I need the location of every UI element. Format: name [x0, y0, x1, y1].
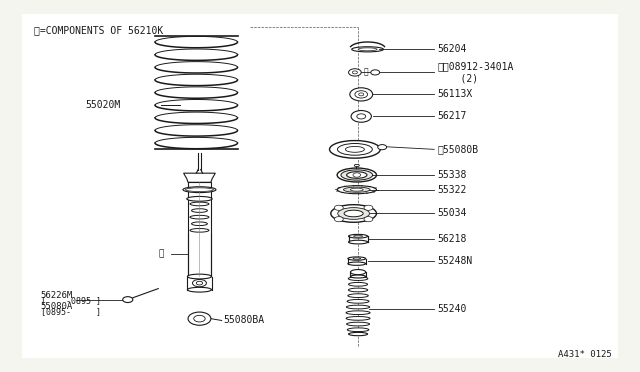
Ellipse shape: [348, 328, 369, 331]
Ellipse shape: [349, 282, 367, 286]
Circle shape: [371, 70, 380, 75]
Ellipse shape: [330, 141, 380, 158]
Text: 56204: 56204: [437, 44, 467, 54]
Text: ※: ※: [158, 249, 164, 258]
Ellipse shape: [348, 294, 368, 298]
Text: A431* 0125: A431* 0125: [558, 350, 612, 359]
Ellipse shape: [348, 277, 368, 280]
Ellipse shape: [183, 187, 216, 193]
Ellipse shape: [347, 172, 367, 178]
Ellipse shape: [190, 202, 209, 206]
Ellipse shape: [348, 257, 365, 260]
Ellipse shape: [188, 274, 211, 279]
Ellipse shape: [355, 164, 359, 167]
Text: 55034: 55034: [437, 208, 467, 218]
Circle shape: [188, 312, 211, 325]
Circle shape: [364, 217, 373, 222]
Bar: [348, 259, 365, 264]
Ellipse shape: [346, 311, 370, 315]
Text: 55080A: 55080A: [41, 302, 73, 311]
Circle shape: [353, 71, 357, 74]
Ellipse shape: [337, 186, 376, 194]
Circle shape: [194, 315, 205, 322]
Ellipse shape: [344, 210, 363, 217]
Polygon shape: [184, 173, 215, 182]
Ellipse shape: [190, 215, 209, 219]
Circle shape: [355, 91, 367, 98]
Text: ※ⓝ08912-3401A
    (2): ※ⓝ08912-3401A (2): [437, 62, 514, 83]
Text: 55080BA: 55080BA: [223, 315, 265, 326]
Text: 55338: 55338: [437, 170, 467, 180]
Ellipse shape: [348, 288, 368, 292]
Ellipse shape: [337, 144, 372, 155]
Text: ※: ※: [363, 67, 368, 76]
Ellipse shape: [348, 262, 365, 265]
Circle shape: [334, 205, 343, 210]
Ellipse shape: [351, 188, 363, 191]
Text: 56226M: 56226M: [41, 291, 73, 301]
Circle shape: [349, 69, 361, 76]
Text: 56218: 56218: [437, 234, 467, 244]
Circle shape: [353, 173, 360, 177]
Ellipse shape: [347, 299, 369, 303]
Text: [    -0895 ]: [ -0895 ]: [41, 296, 101, 305]
Ellipse shape: [344, 187, 370, 192]
Circle shape: [364, 205, 373, 210]
Ellipse shape: [349, 333, 367, 336]
Circle shape: [378, 145, 387, 150]
Text: 56217: 56217: [437, 111, 467, 121]
Ellipse shape: [341, 170, 372, 180]
Ellipse shape: [349, 234, 367, 238]
Ellipse shape: [346, 317, 370, 320]
Circle shape: [358, 93, 364, 96]
Ellipse shape: [351, 270, 365, 275]
Circle shape: [351, 110, 371, 122]
Ellipse shape: [187, 196, 212, 201]
Ellipse shape: [331, 205, 376, 222]
Ellipse shape: [353, 258, 360, 259]
Ellipse shape: [354, 235, 362, 237]
Ellipse shape: [193, 279, 207, 287]
Ellipse shape: [346, 147, 364, 152]
Ellipse shape: [347, 322, 369, 326]
Text: ※=COMPONENTS OF 56210K: ※=COMPONENTS OF 56210K: [35, 25, 164, 35]
Circle shape: [356, 114, 365, 119]
Ellipse shape: [191, 209, 207, 212]
Ellipse shape: [349, 240, 367, 244]
Polygon shape: [188, 276, 211, 290]
Ellipse shape: [191, 222, 207, 225]
Text: 55248N: 55248N: [437, 256, 472, 266]
Circle shape: [334, 217, 343, 222]
Ellipse shape: [351, 275, 365, 278]
Ellipse shape: [346, 305, 370, 309]
Circle shape: [123, 296, 133, 302]
Polygon shape: [188, 182, 211, 276]
Text: [0895-     ]: [0895- ]: [41, 307, 101, 316]
Ellipse shape: [352, 47, 383, 52]
Ellipse shape: [188, 287, 211, 292]
Bar: [351, 272, 365, 276]
Text: 55020M: 55020M: [85, 100, 120, 110]
Text: 55322: 55322: [437, 185, 467, 195]
Ellipse shape: [358, 48, 377, 51]
Ellipse shape: [186, 188, 213, 192]
Ellipse shape: [337, 168, 376, 182]
Text: 56113X: 56113X: [437, 89, 472, 99]
Ellipse shape: [190, 228, 209, 232]
Text: ※55080B: ※55080B: [437, 144, 479, 154]
Text: 55240: 55240: [437, 304, 467, 314]
Ellipse shape: [196, 281, 203, 285]
Ellipse shape: [338, 208, 369, 219]
Bar: [349, 236, 367, 242]
Circle shape: [350, 88, 372, 101]
